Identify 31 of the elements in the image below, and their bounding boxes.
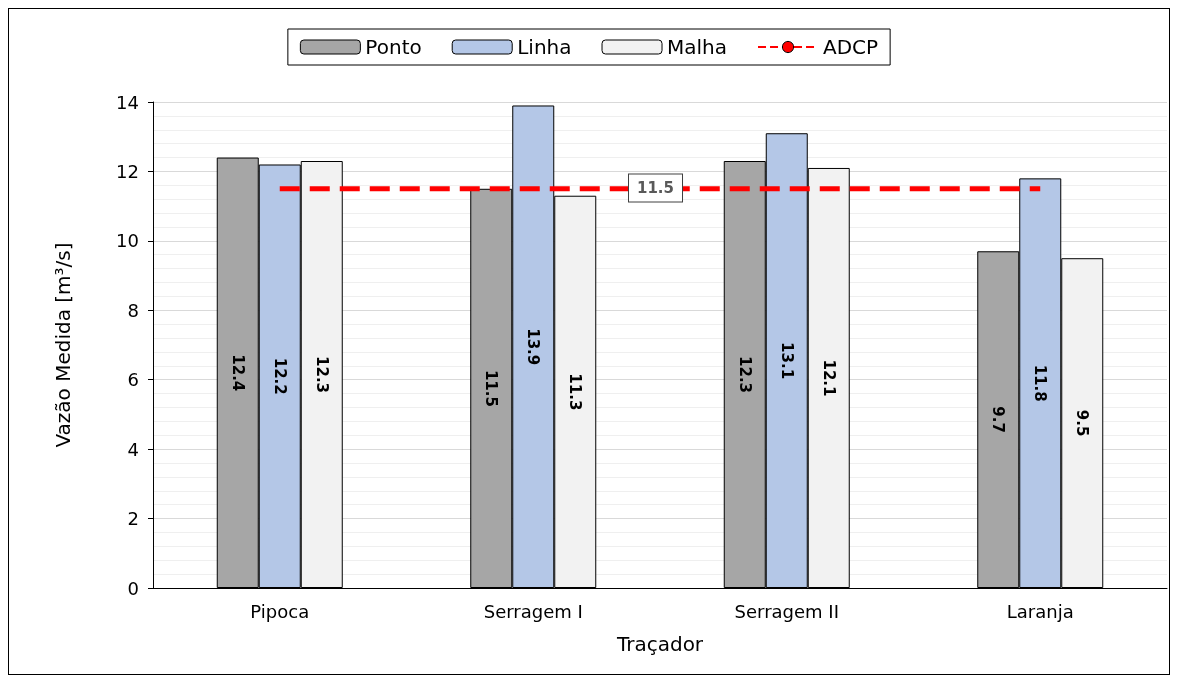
- data-label: 13.9: [524, 328, 543, 366]
- legend-label: ADCP: [823, 35, 879, 59]
- data-label: 12.4: [228, 354, 247, 392]
- data-label: 12.1: [819, 359, 838, 397]
- legend-label: Malha: [667, 35, 728, 59]
- data-label: 12.3: [312, 356, 331, 394]
- y-tick-label: 2: [127, 508, 139, 530]
- x-tick-label: Serragem I: [483, 600, 583, 622]
- x-tick-label: Pipoca: [250, 600, 310, 622]
- y-tick-label: 10: [116, 230, 139, 252]
- y-tick-label: 12: [116, 160, 139, 182]
- legend-label: Ponto: [365, 35, 422, 59]
- y-tick-label: 4: [127, 438, 139, 460]
- data-label: 9.5: [1073, 409, 1092, 437]
- data-label: 13.1: [777, 342, 796, 380]
- annotation: 11.5: [637, 179, 675, 197]
- y-axis-title: Vazão Medida [m³/s]: [51, 242, 75, 448]
- data-label: 12.3: [735, 356, 754, 394]
- data-label: 12.2: [270, 357, 289, 395]
- x-tick-label: Laranja: [1006, 600, 1074, 622]
- x-tick-label: Serragem II: [734, 600, 839, 622]
- y-tick-label: 14: [116, 91, 139, 113]
- y-tick-label: 8: [127, 299, 139, 321]
- data-label: 9.7: [989, 406, 1008, 433]
- x-axis-title: Traçador: [615, 632, 704, 656]
- legend-label: Linha: [517, 35, 572, 59]
- y-tick-label: 6: [127, 369, 139, 391]
- data-label: 11.8: [1031, 364, 1050, 402]
- y-tick-label: 0: [127, 577, 139, 599]
- data-label: 11.3: [566, 373, 585, 411]
- data-label: 11.5: [482, 369, 501, 407]
